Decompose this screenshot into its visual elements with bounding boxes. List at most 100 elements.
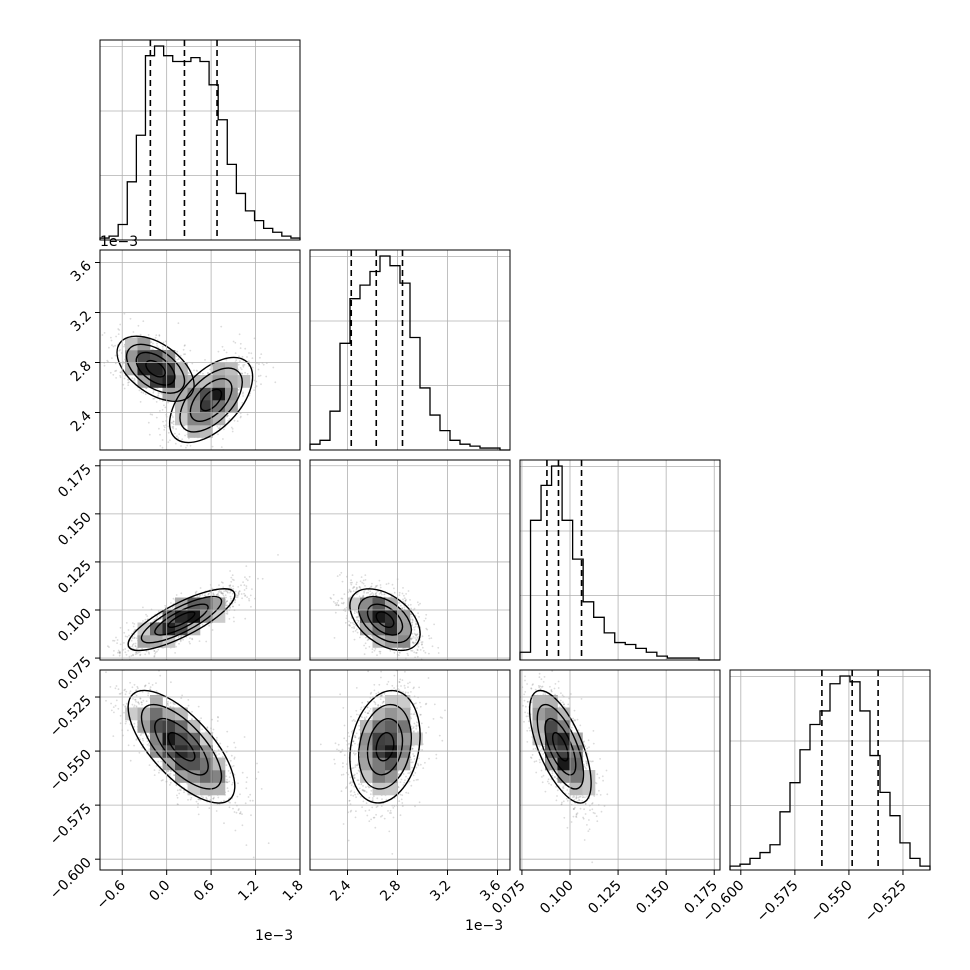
sample-point [416, 655, 419, 658]
sample-point [356, 587, 358, 590]
sample-point [112, 345, 115, 348]
sample-point [137, 324, 140, 327]
sample-point [332, 600, 335, 603]
sample-point [186, 444, 189, 447]
sample-point [96, 363, 98, 365]
sample-point [167, 425, 170, 428]
sample-point [402, 587, 404, 589]
sample-point [407, 590, 410, 592]
sample-point [234, 599, 236, 602]
sample-point [182, 348, 185, 351]
sample-point [142, 606, 144, 609]
sample-point [244, 617, 247, 620]
sample-point [156, 616, 159, 618]
sample-point [345, 617, 348, 620]
sample-point [181, 453, 183, 455]
sample-point [217, 594, 220, 597]
sample-point [362, 595, 365, 598]
sample-point [112, 639, 114, 642]
sample-point [167, 441, 170, 444]
sample-point [174, 432, 176, 435]
sample-point [364, 636, 367, 639]
sample-point [403, 606, 406, 609]
sample-point [205, 640, 208, 643]
sample-point [335, 603, 338, 606]
sample-point [371, 592, 374, 594]
sample-point [393, 587, 395, 590]
sample-point [224, 589, 227, 592]
sample-point [401, 607, 404, 609]
sample-point [118, 651, 121, 653]
sample-point [379, 591, 382, 594]
sample-point [177, 457, 179, 459]
sample-point [241, 355, 244, 358]
sample-point [208, 592, 210, 595]
sample-point [159, 433, 161, 436]
sample-point [368, 645, 371, 648]
sample-point [172, 597, 175, 600]
sample-point [117, 333, 120, 335]
sample-point [416, 601, 419, 604]
sample-point [188, 437, 190, 440]
sample-point [411, 632, 414, 635]
sample-point [226, 590, 229, 593]
sample-point [128, 655, 131, 658]
sample-point [225, 612, 228, 615]
sample-point [238, 590, 241, 592]
sample-point [412, 635, 415, 638]
sample-point [361, 596, 364, 598]
sample-point [421, 635, 424, 638]
sample-point [226, 611, 229, 613]
sample-point [351, 581, 353, 584]
sample-point [163, 404, 165, 407]
sample-point [191, 637, 194, 640]
sample-point [158, 334, 161, 337]
histogram-step [729, 675, 931, 870]
sample-point [169, 439, 171, 442]
sample-point [146, 615, 149, 617]
sample-point [224, 594, 227, 597]
sample-point [248, 575, 251, 578]
sample-point [226, 414, 229, 417]
sample-point [248, 352, 250, 354]
sample-point [133, 377, 136, 380]
sample-point [240, 368, 243, 371]
sample-point [174, 652, 177, 654]
sample-point [406, 652, 409, 655]
sample-point [117, 651, 119, 654]
sample-point [370, 586, 372, 588]
sample-point [176, 358, 179, 361]
sample-point [161, 400, 164, 402]
sample-point [221, 593, 224, 595]
sample-point [207, 372, 210, 374]
sample-point [229, 570, 232, 572]
sample-point [164, 606, 167, 609]
sample-point [379, 652, 382, 655]
sample-point [255, 385, 258, 388]
sample-point [257, 368, 260, 371]
sample-point [112, 667, 114, 669]
sample-point [234, 590, 237, 593]
sample-point [158, 427, 160, 430]
sample-point [352, 586, 355, 588]
sample-point [132, 331, 135, 333]
sample-point [371, 651, 374, 653]
sample-point [336, 575, 339, 577]
sample-point [348, 620, 350, 623]
sample-point [423, 620, 426, 622]
sample-point [244, 594, 247, 597]
sample-point [189, 349, 192, 352]
sample-point [248, 360, 250, 363]
sample-point [402, 666, 404, 668]
sample-point [156, 650, 158, 653]
sample-point [407, 604, 410, 607]
sample-point [219, 591, 222, 594]
sample-point [127, 629, 130, 631]
sample-point [397, 601, 400, 604]
sample-point [370, 593, 372, 595]
sample-point [184, 434, 187, 437]
axes-frame [519, 459, 721, 661]
sample-point [170, 602, 172, 604]
sample-point [137, 651, 140, 654]
sample-point [185, 446, 187, 449]
